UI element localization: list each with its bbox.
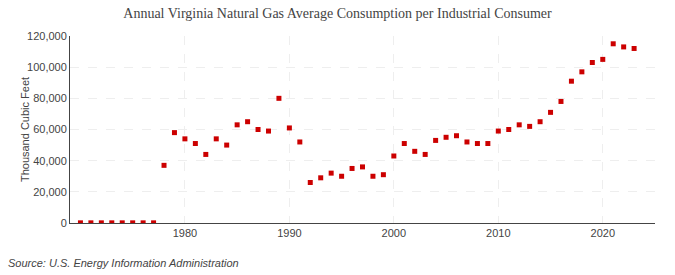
svg-text:1990: 1990	[277, 227, 301, 239]
svg-text:2010: 2010	[486, 227, 510, 239]
svg-text:80,000: 80,000	[33, 92, 67, 104]
svg-text:2020: 2020	[591, 227, 615, 239]
svg-text:Source: U.S. Energy Informatio: Source: U.S. Energy Information Administ…	[8, 257, 239, 269]
svg-text:2000: 2000	[382, 227, 406, 239]
svg-text:0: 0	[61, 217, 67, 229]
svg-text:Annual Virginia Natural Gas Av: Annual Virginia Natural Gas Average Cons…	[123, 6, 552, 21]
svg-text:Thousand Cubic Feet: Thousand Cubic Feet	[19, 77, 31, 182]
svg-text:40,000: 40,000	[33, 155, 67, 167]
svg-text:120,000: 120,000	[27, 30, 67, 42]
svg-text:60,000: 60,000	[33, 123, 67, 135]
svg-text:100,000: 100,000	[27, 61, 67, 73]
svg-text:1980: 1980	[173, 227, 197, 239]
svg-text:20,000: 20,000	[33, 186, 67, 198]
